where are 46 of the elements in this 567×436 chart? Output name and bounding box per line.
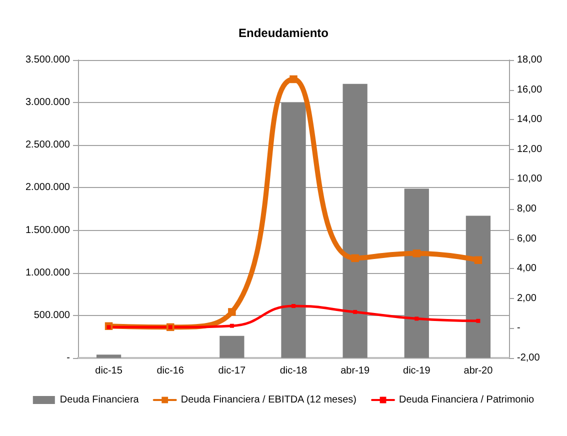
bar bbox=[96, 354, 122, 358]
bar bbox=[281, 102, 306, 358]
point bbox=[230, 324, 234, 328]
x-tick-label: dic-19 bbox=[403, 366, 431, 376]
bar bbox=[404, 188, 429, 358]
y-tick-label: 1.500.000 bbox=[26, 224, 70, 236]
bar bbox=[466, 216, 491, 358]
x-tick-label: dic-15 bbox=[95, 366, 123, 376]
y2-tick-label: -2,00 bbox=[517, 352, 540, 364]
y-tick-label: 500.000 bbox=[34, 310, 70, 321]
point bbox=[353, 310, 358, 314]
y-tick-label: 2.500.000 bbox=[26, 140, 70, 151]
y2-tick-label: 6,00 bbox=[517, 233, 537, 244]
y-tick-label: 3.000.000 bbox=[26, 97, 70, 108]
chart-title: Endeudamiento bbox=[238, 26, 329, 40]
legend-label: Deuda Financiera / Patrimonio bbox=[399, 394, 535, 406]
point bbox=[412, 250, 421, 258]
point bbox=[414, 316, 419, 321]
x-tick-label: abr-19 bbox=[340, 366, 370, 376]
y2-tick-label: 18,00 bbox=[517, 54, 542, 66]
y-tick-label: 1.000.000 bbox=[26, 267, 70, 278]
point bbox=[476, 318, 480, 323]
x-tick-label: dic-17 bbox=[218, 366, 246, 376]
y-tick-label: 2.000.000 bbox=[26, 182, 70, 194]
point bbox=[292, 304, 296, 308]
y2-tick-label: - bbox=[517, 322, 520, 334]
legend-label: Deuda Financiera / EBITDA (12 meses) bbox=[180, 394, 356, 406]
x-tick-label: dic-16 bbox=[156, 366, 184, 376]
point bbox=[228, 308, 236, 316]
point bbox=[290, 75, 298, 84]
y2-tick-label: 4,00 bbox=[517, 263, 537, 274]
bar bbox=[342, 84, 368, 358]
x-tick-label: abr-20 bbox=[464, 366, 494, 376]
y2-tick-label: 10,00 bbox=[517, 174, 542, 185]
y-tick-label: - bbox=[66, 352, 70, 364]
bar bbox=[220, 336, 244, 358]
point bbox=[351, 254, 359, 262]
y2-tick-label: 2,00 bbox=[517, 292, 537, 304]
y2-tick-label: 8,00 bbox=[517, 204, 537, 214]
legend-label: Deuda Financiera bbox=[60, 394, 140, 406]
y2-tick-label: 14,00 bbox=[517, 114, 542, 126]
y2-tick-label: 16,00 bbox=[517, 84, 542, 96]
y-tick-label: 3.500.000 bbox=[26, 54, 70, 66]
x-tick-label: dic-18 bbox=[280, 366, 308, 376]
point bbox=[474, 256, 482, 264]
y2-tick-label: 12,00 bbox=[517, 144, 542, 155]
